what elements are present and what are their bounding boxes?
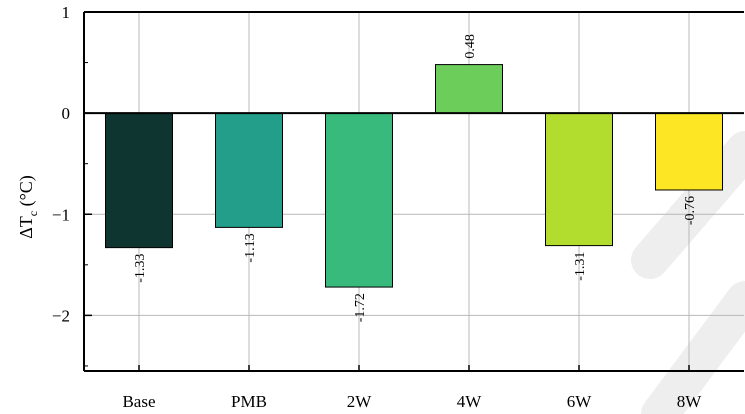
- y-axis-title-main: ΔT: [16, 216, 36, 239]
- bar-8w: [655, 112, 723, 191]
- x-tick-label-6w: 6W: [567, 392, 593, 411]
- x-tick-label-pmb: PMB: [231, 392, 267, 411]
- x-tick-label-4w: 4W: [457, 392, 483, 411]
- bar-4w: [435, 64, 503, 114]
- bar-2w: [325, 112, 393, 288]
- bar-6w: [545, 112, 613, 247]
- value-label-4w: 0.48: [463, 34, 478, 59]
- x-tick-label-2w: 2W: [347, 392, 373, 411]
- y-tick-label-3: −2: [52, 306, 70, 325]
- value-label-6w: -1.31: [573, 252, 588, 281]
- y-tick-label-2: −1: [52, 205, 70, 224]
- bar-pmb: [215, 112, 283, 228]
- grid-lines: [84, 11, 744, 371]
- watermark: [631, 131, 745, 414]
- y-axis-title-unit: (°C): [16, 175, 37, 211]
- labels-group: 1 0 −1 −2 Base PMB 2W 4W 6W 8W -1.33 -1.13 -1.72 0.48…: [52, 3, 702, 411]
- y-tick-label-1: 0: [62, 104, 71, 123]
- x-tick-label-8w: 8W: [677, 392, 703, 411]
- value-label-base: -1.33: [133, 254, 148, 283]
- watermark-stroke-0: [631, 131, 745, 279]
- x-tick-label-base: Base: [122, 392, 155, 411]
- y-axis-title-subscript: c: [26, 211, 40, 216]
- bar-base: [105, 112, 173, 249]
- watermark-stroke-1: [641, 281, 745, 414]
- y-axis-title: ΔTc (°C): [16, 175, 40, 239]
- axes-group: [83, 11, 744, 372]
- value-label-8w: -0.76: [683, 196, 698, 225]
- value-label-2w: -1.72: [353, 293, 368, 322]
- y-tick-label-0: 1: [62, 3, 71, 22]
- bars-group: [105, 64, 723, 288]
- value-label-pmb: -1.13: [243, 233, 258, 262]
